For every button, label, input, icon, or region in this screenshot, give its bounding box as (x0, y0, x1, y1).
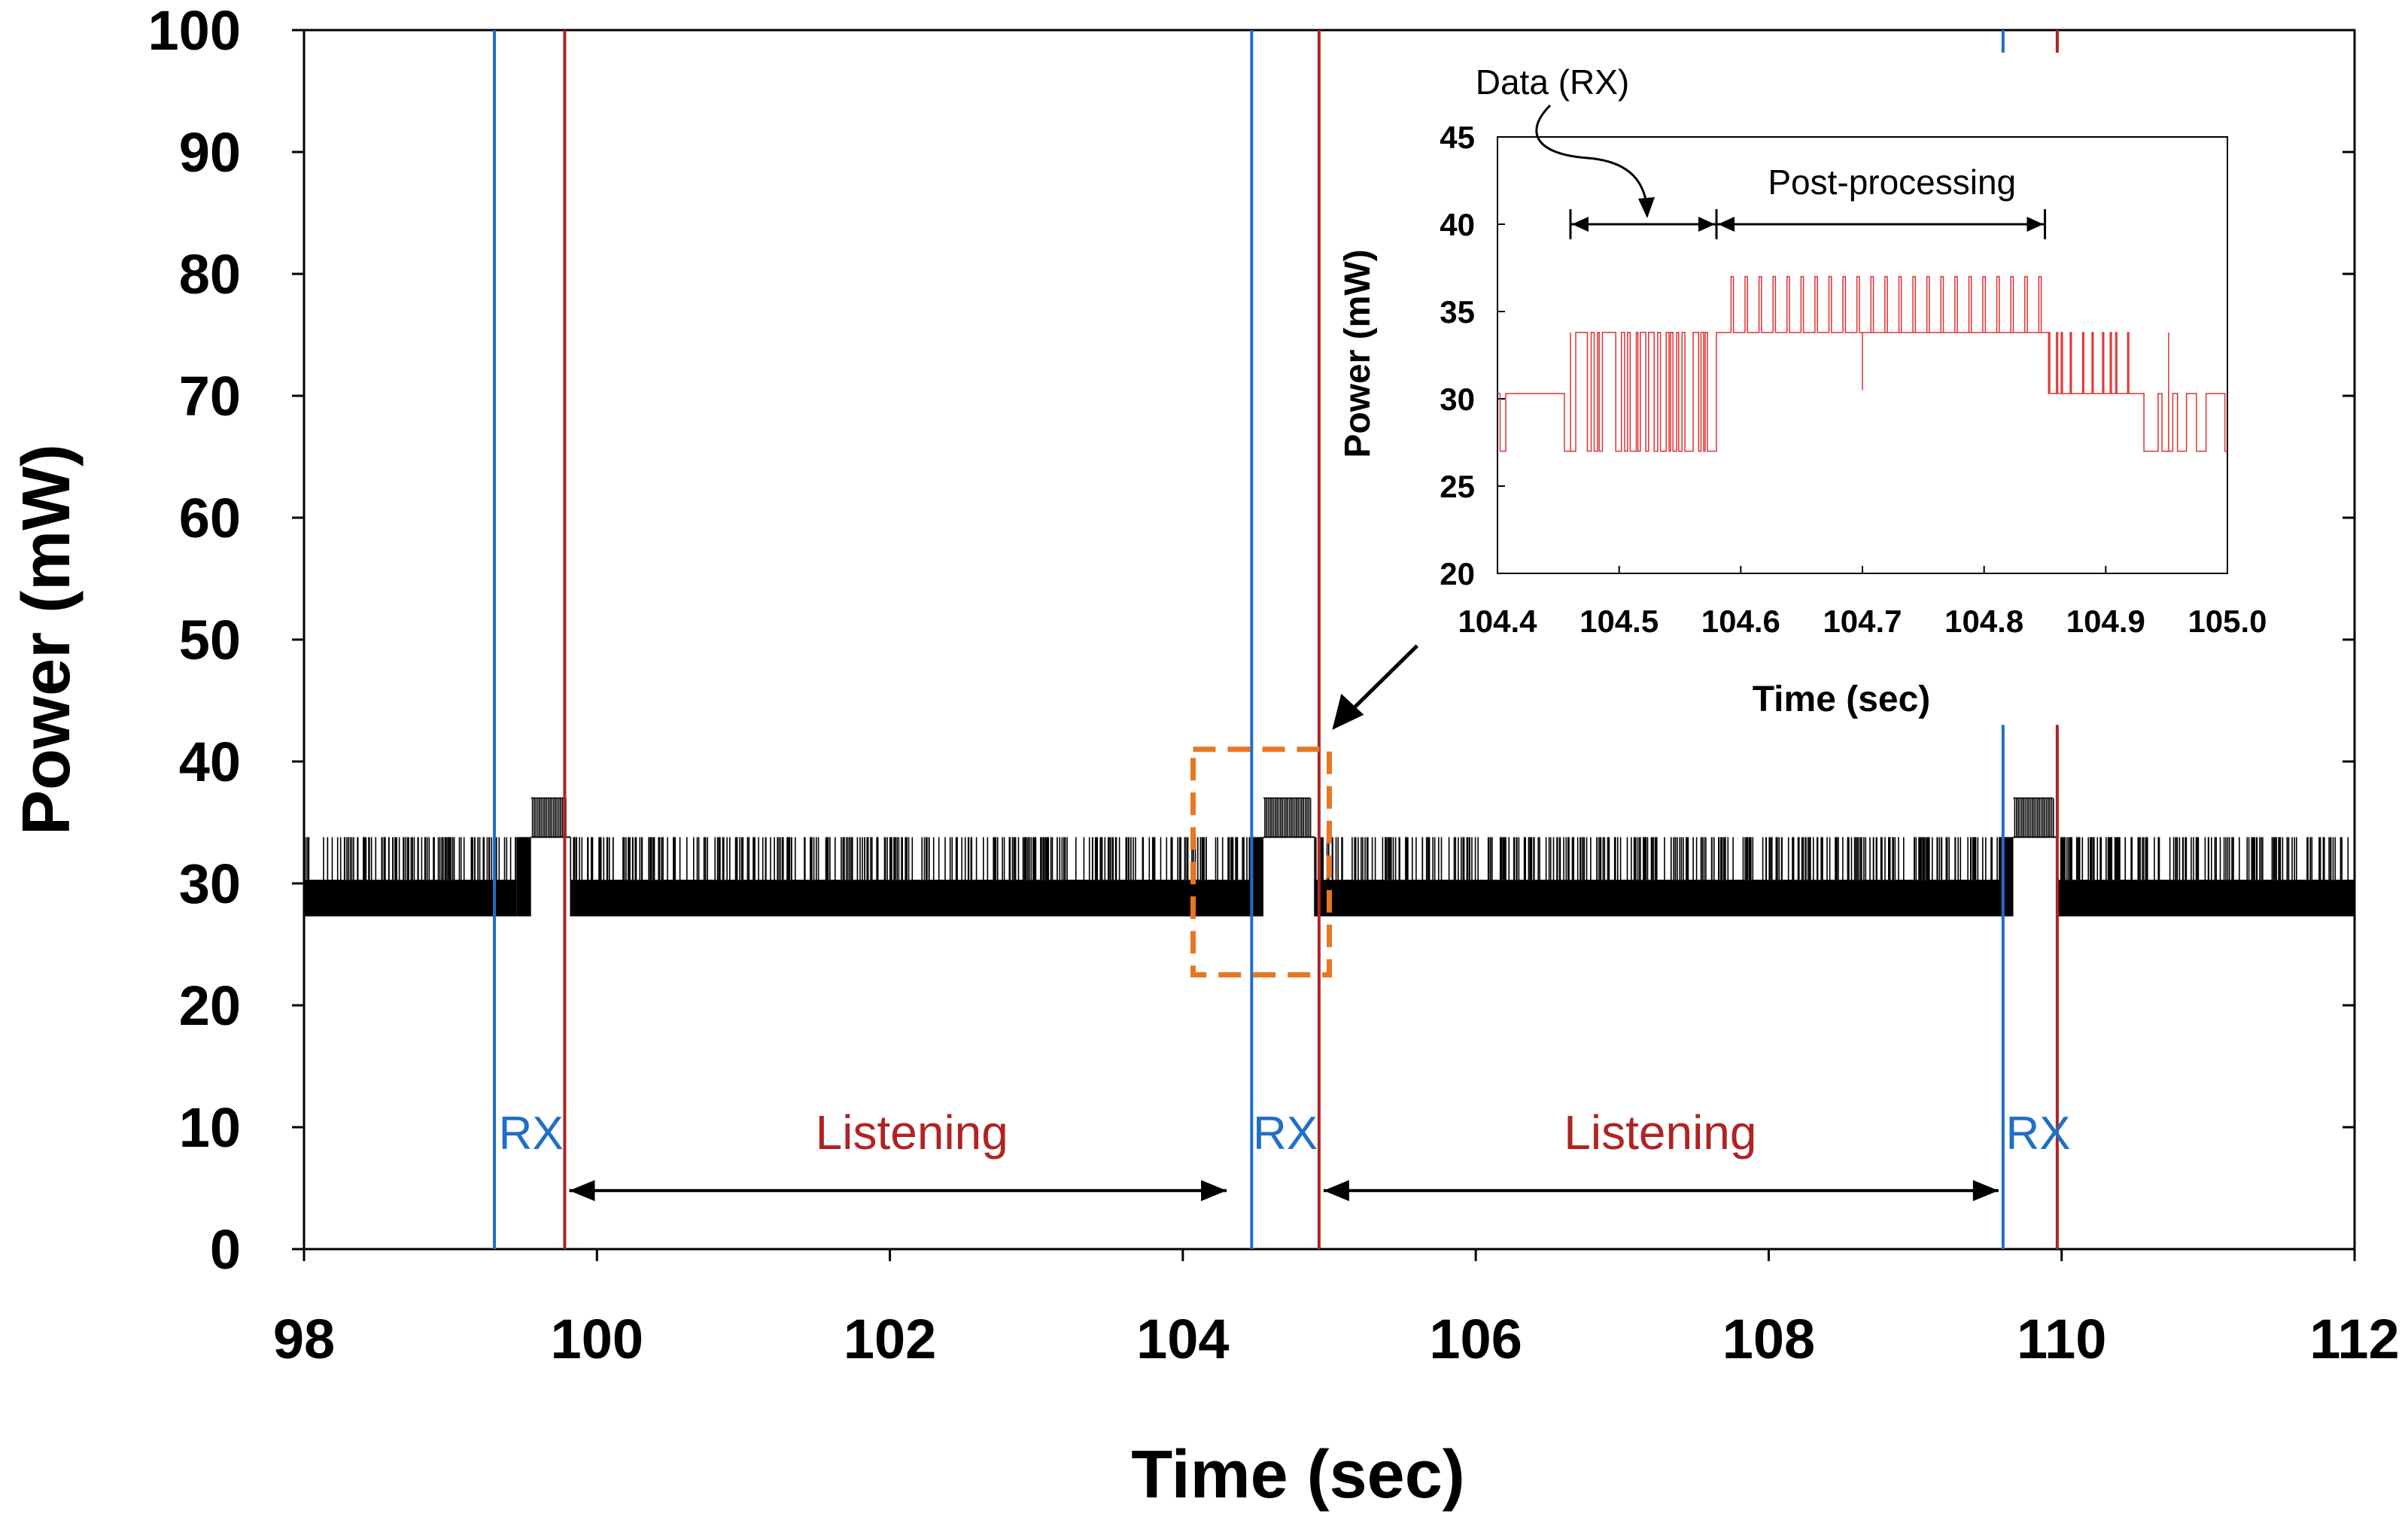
x-tick-label: 112 (2309, 1308, 2399, 1370)
baseline-band (304, 880, 517, 917)
listening-span-arrowhead-left (1323, 1180, 1349, 1202)
x-tick-label: 110 (2017, 1308, 2106, 1370)
y-tick-label: 70 (179, 365, 241, 427)
inset-power-line (1497, 275, 2227, 452)
main-y-axis-label: Power (mW) (9, 444, 84, 835)
listening-span-arrowhead-left (569, 1180, 595, 1202)
y-tick-label: 30 (179, 853, 241, 915)
inset-x-tick-label: 104.4 (1458, 603, 1537, 639)
inset-y-tick-label: 20 (1440, 556, 1475, 591)
y-tick-label: 10 (179, 1096, 241, 1159)
main-power-trace (304, 797, 2355, 917)
inset-y-axis-label: Power (mW) (1338, 249, 1378, 458)
rx-data-block (516, 837, 531, 917)
inset-span-arrowhead-left (1572, 217, 1589, 232)
data-rx-label: Data (RX) (1476, 62, 1629, 102)
y-tick-label: 50 (179, 609, 241, 671)
y-tick-label: 40 (179, 731, 241, 793)
data-rx-pointer-arrowhead (1638, 197, 1655, 218)
zoom-box (1190, 746, 1333, 977)
rx-processing-spikes (1263, 797, 1315, 917)
rx-phase-label: RX (499, 1108, 564, 1160)
rx-phase-label: RX (1253, 1108, 1318, 1160)
inset-span-arrowhead-right (1698, 217, 1715, 232)
zoom-arrowhead (1332, 693, 1364, 730)
inset-x-tick-label: 104.5 (1579, 603, 1659, 639)
inset-power-trace (1497, 275, 2227, 452)
listening-phase-label: Listening (816, 1105, 1008, 1160)
inset-x-tick-label: 104.7 (1823, 603, 1902, 639)
x-tick-label: 106 (1429, 1308, 1522, 1370)
listening-span-arrowhead-right (1201, 1180, 1227, 1202)
inset-x-tick-label: 105.0 (2188, 603, 2267, 639)
inset-y-tick-label: 30 (1440, 382, 1475, 417)
baseline-band (1315, 880, 1999, 917)
inset-annotations: Post-processing Data (RX) (1476, 62, 2046, 239)
listening-phase-label: Listening (1564, 1105, 1756, 1160)
main-ticks: 0 10 20 30 40 50 60 70 80 90 100 98 100 102 104 106 108 1… (148, 0, 2400, 1370)
baseline-spikes (304, 837, 2349, 880)
y-tick-label: 80 (179, 243, 241, 306)
baseline-band (570, 880, 1249, 917)
inset-ticks: 20 25 30 35 40 45 104.4 104.5 104.6 104.7 104.8 104… (1440, 120, 2267, 639)
inset-y-tick-label: 25 (1440, 469, 1475, 504)
inset-x-axis-label: Time (sec) (1753, 679, 1931, 719)
main-markers (493, 30, 2059, 1249)
inset-span-arrowhead-right (2026, 217, 2044, 232)
post-processing-label: Post-processing (1768, 163, 2016, 202)
x-tick-label: 108 (1722, 1308, 1815, 1370)
y-tick-label: 0 (210, 1218, 241, 1281)
rx-processing-spikes (2013, 797, 2058, 917)
x-tick-label: 98 (273, 1308, 335, 1370)
y-tick-label: 100 (148, 0, 241, 62)
listening-span-arrowhead-right (1972, 1180, 1999, 1202)
data-rx-pointer-curve (1535, 104, 1649, 208)
inset-y-tick-label: 35 (1440, 294, 1475, 330)
inset-y-tick-label: 40 (1440, 207, 1475, 242)
x-tick-label: 102 (844, 1308, 936, 1370)
inset-x-tick-label: 104.6 (1701, 603, 1780, 639)
y-tick-label: 90 (179, 121, 241, 184)
rx-phase-label: RX (2006, 1108, 2071, 1160)
rx-data-block (1999, 837, 2014, 917)
inset-span-arrowhead-left (1718, 217, 1735, 232)
main-annotations: RX Listening RX Listening RX (499, 644, 2071, 1202)
inset-x-tick-label: 104.9 (2066, 603, 2145, 639)
x-tick-label: 104 (1136, 1308, 1229, 1370)
main-x-axis-label: Time (sec) (1131, 1437, 1465, 1512)
inset-x-tick-label: 104.8 (1944, 603, 2023, 639)
inset-y-tick-label: 45 (1440, 120, 1475, 155)
y-tick-label: 20 (179, 974, 241, 1037)
baseline-band (2057, 880, 2355, 917)
x-tick-label: 100 (551, 1308, 643, 1370)
y-tick-label: 60 (179, 487, 241, 549)
